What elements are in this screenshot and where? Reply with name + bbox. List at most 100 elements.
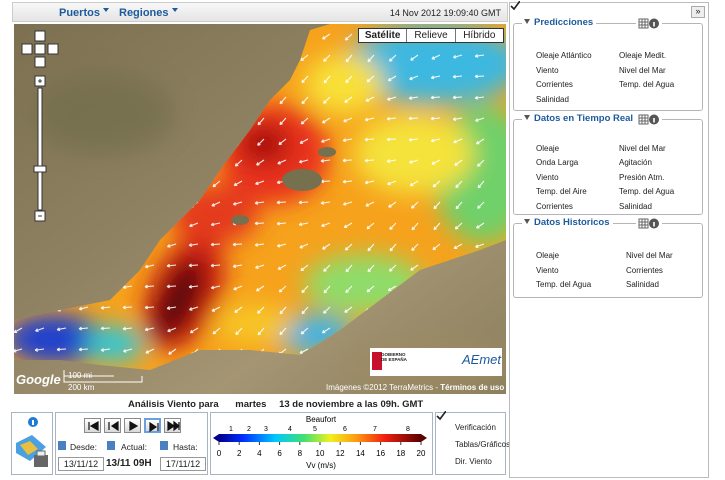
collapse-button[interactable]: » [691, 6, 705, 18]
wind-arrow [410, 264, 419, 271]
wind-arrow [344, 96, 353, 103]
wind-arrow [410, 201, 419, 209]
wind-arrow [166, 284, 177, 289]
button-icon [88, 420, 99, 432]
playback-button[interactable] [84, 418, 101, 433]
wind-arrow [342, 201, 353, 206]
menu-regiones[interactable]: Regiones [119, 7, 178, 19]
wind-arrow [366, 285, 375, 293]
icons[interactable] [638, 114, 660, 125]
wind-arrow [323, 54, 331, 62]
wind-arrow [322, 33, 331, 40]
button-icon [149, 421, 159, 433]
wind-arrow [320, 201, 331, 205]
wind-arrow [210, 263, 221, 268]
calendar-icon[interactable] [107, 441, 115, 450]
icons[interactable] [638, 218, 660, 229]
island-ibiza [231, 215, 249, 225]
playback-button[interactable] [164, 418, 181, 433]
beaufort-label: 2 [247, 426, 251, 433]
menu-puertos[interactable]: Puertos [59, 7, 109, 19]
top-bar: Puertos Regiones 14 Nov 2012 19:09:40 GM… [12, 2, 508, 22]
wind-arrow [389, 222, 397, 231]
wind-arrow [100, 348, 111, 352]
wind-arrow [188, 243, 199, 247]
wind-arrow [387, 75, 397, 82]
button-icon [167, 420, 180, 432]
checkbox-label: Temp. del Agua [619, 80, 675, 89]
desde-date[interactable]: 13/11/12 [58, 457, 104, 471]
wind-arrow [168, 348, 177, 355]
wind-arrow [386, 159, 397, 163]
icons[interactable] [638, 18, 660, 29]
playback-button[interactable] [124, 418, 141, 433]
wind-arrow [365, 96, 375, 102]
logo-gov: GOBIERNO DE ESPAÑA [381, 352, 407, 362]
checkbox-label: Dir. Viento [455, 457, 492, 466]
tick-label: 18 [396, 449, 405, 458]
wind-arrow [212, 180, 221, 188]
wind-arrow [255, 285, 265, 292]
wind-arrow [386, 137, 397, 142]
group-icons[interactable] [636, 114, 662, 127]
map-type-button[interactable]: Relieve [406, 29, 454, 42]
scale-bar [63, 370, 143, 383]
button-icon [129, 420, 139, 432]
wind-arrow [321, 327, 331, 334]
tick-label: 16 [376, 449, 385, 458]
terms-link[interactable]: Términos de uso [440, 383, 505, 392]
wind-arrow [320, 158, 331, 163]
wind-arrow [301, 306, 309, 315]
wind-arrow [35, 327, 45, 333]
wind-arrow [14, 348, 23, 353]
terrain [34, 74, 174, 154]
playback-button[interactable] [144, 418, 161, 433]
checkbox-label: Nivel del Mar [619, 144, 666, 153]
beaufort-label: 7 [373, 426, 377, 433]
group-icons[interactable] [636, 218, 662, 231]
wind-arrow [432, 243, 441, 251]
hasta-date[interactable]: 17/11/12 [160, 457, 206, 471]
wind-arrow [408, 96, 419, 100]
map-type-button[interactable]: Híbrido [454, 29, 503, 42]
tick-label: 14 [356, 449, 365, 458]
colorbar-end [213, 434, 219, 442]
wind-arrow [388, 54, 397, 62]
beaufort-label: 1 [229, 426, 233, 433]
wind-arrow [345, 54, 353, 63]
wind-arrow [364, 180, 375, 185]
checkbox-label: Agitación [619, 158, 652, 167]
wind-arrow [257, 306, 265, 314]
wind-arrow [100, 326, 111, 331]
calendar-icon[interactable] [58, 441, 66, 450]
wind-arrow [388, 201, 397, 208]
playback-button[interactable] [104, 418, 121, 433]
wind-arrow [455, 201, 463, 210]
wind-arrow [279, 117, 287, 126]
tick-label: 12 [336, 449, 345, 458]
wind-arrow [257, 117, 265, 126]
print-icons[interactable] [12, 413, 52, 474]
wind-arrow [279, 96, 287, 105]
wind-arrow [232, 201, 243, 206]
zoom-control[interactable] [21, 30, 59, 222]
wind-arrow [474, 54, 485, 58]
legend-title: Beaufort [306, 415, 337, 424]
wind-arrow [189, 327, 199, 334]
calendar-icon[interactable] [160, 441, 168, 450]
wind-arrow [56, 327, 67, 332]
wind-arrow [342, 179, 353, 184]
tick-label: 10 [316, 449, 325, 458]
check-mark [436, 411, 446, 421]
actual-label: Actual: [121, 442, 147, 452]
wind-arrow [233, 285, 243, 291]
panel-group: Predicciones [513, 17, 703, 111]
group-icons[interactable] [636, 18, 662, 31]
colorbar-end [421, 434, 427, 442]
map[interactable] [14, 24, 506, 394]
options-box: Verificación Tablas/Gráficos Dir. Viento [435, 411, 510, 475]
wind-arrow [345, 285, 353, 294]
wind-arrow [189, 306, 199, 311]
map-type-button[interactable]: Satélite [364, 30, 401, 41]
checkbox-label: Oleaje Medit. [619, 51, 667, 60]
